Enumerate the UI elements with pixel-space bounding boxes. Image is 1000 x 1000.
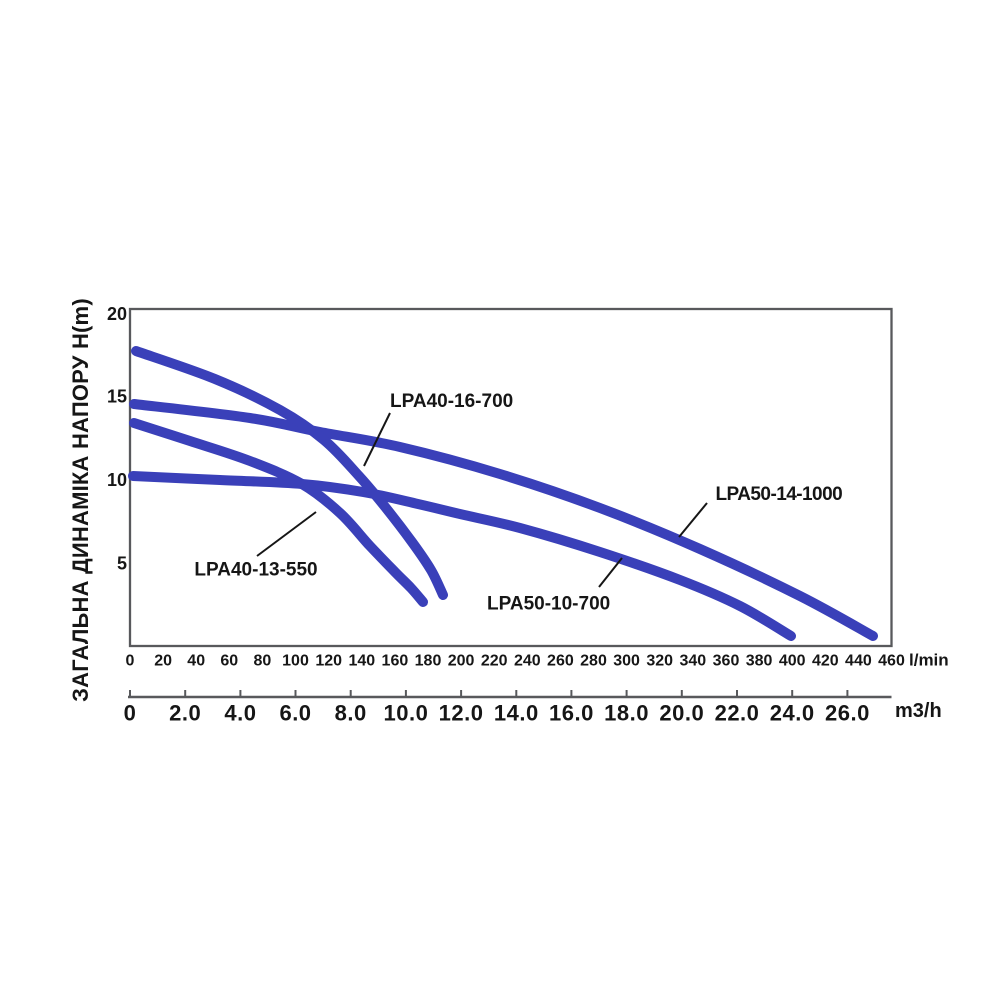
svg-text:LPA40-13-550: LPA40-13-550 — [194, 560, 317, 581]
svg-text:LPA50-14-1000: LPA50-14-1000 — [715, 484, 842, 505]
svg-text:15: 15 — [107, 386, 127, 406]
svg-text:16.0: 16.0 — [549, 700, 594, 725]
svg-text:LPA50-10-700: LPA50-10-700 — [487, 593, 610, 614]
svg-text:300: 300 — [613, 652, 640, 669]
svg-text:14.0: 14.0 — [494, 700, 539, 725]
svg-text:2.0: 2.0 — [169, 700, 201, 725]
svg-text:8.0: 8.0 — [335, 700, 367, 725]
svg-text:440: 440 — [845, 652, 872, 669]
svg-text:24.0: 24.0 — [770, 700, 815, 725]
svg-text:20: 20 — [107, 304, 127, 324]
svg-text:l/min: l/min — [909, 651, 949, 670]
svg-text:18.0: 18.0 — [604, 700, 649, 725]
svg-text:240: 240 — [514, 652, 541, 669]
svg-text:100: 100 — [282, 652, 309, 669]
svg-text:340: 340 — [679, 652, 706, 669]
svg-text:5: 5 — [117, 553, 127, 573]
svg-text:460: 460 — [878, 652, 905, 669]
svg-text:m3/h: m3/h — [895, 700, 942, 722]
svg-text:60: 60 — [220, 652, 238, 669]
svg-text:LPA40-16-700: LPA40-16-700 — [390, 391, 513, 412]
svg-text:80: 80 — [254, 652, 272, 669]
svg-text:26.0: 26.0 — [825, 700, 870, 725]
svg-text:10.0: 10.0 — [383, 700, 428, 725]
svg-text:12.0: 12.0 — [439, 700, 484, 725]
svg-text:6.0: 6.0 — [279, 700, 311, 725]
svg-text:160: 160 — [382, 652, 409, 669]
svg-text:200: 200 — [448, 652, 475, 669]
svg-text:140: 140 — [348, 652, 375, 669]
svg-text:360: 360 — [713, 652, 740, 669]
svg-text:220: 220 — [481, 652, 508, 669]
svg-text:0: 0 — [126, 652, 135, 669]
svg-text:20: 20 — [154, 652, 172, 669]
svg-text:22.0: 22.0 — [715, 700, 760, 725]
svg-text:120: 120 — [315, 652, 342, 669]
svg-text:380: 380 — [746, 652, 773, 669]
svg-text:ЗАГАЛЬНА ДИНАМІКА НАПОРУ H(m): ЗАГАЛЬНА ДИНАМІКА НАПОРУ H(m) — [68, 298, 93, 702]
svg-text:400: 400 — [779, 652, 806, 669]
svg-text:320: 320 — [646, 652, 673, 669]
svg-text:280: 280 — [580, 652, 607, 669]
svg-text:4.0: 4.0 — [224, 700, 256, 725]
svg-text:20.0: 20.0 — [659, 700, 704, 725]
svg-text:10: 10 — [107, 470, 127, 490]
svg-text:40: 40 — [187, 652, 205, 669]
svg-text:180: 180 — [415, 652, 442, 669]
svg-text:260: 260 — [547, 652, 574, 669]
svg-text:420: 420 — [812, 652, 839, 669]
svg-text:0: 0 — [124, 700, 137, 725]
